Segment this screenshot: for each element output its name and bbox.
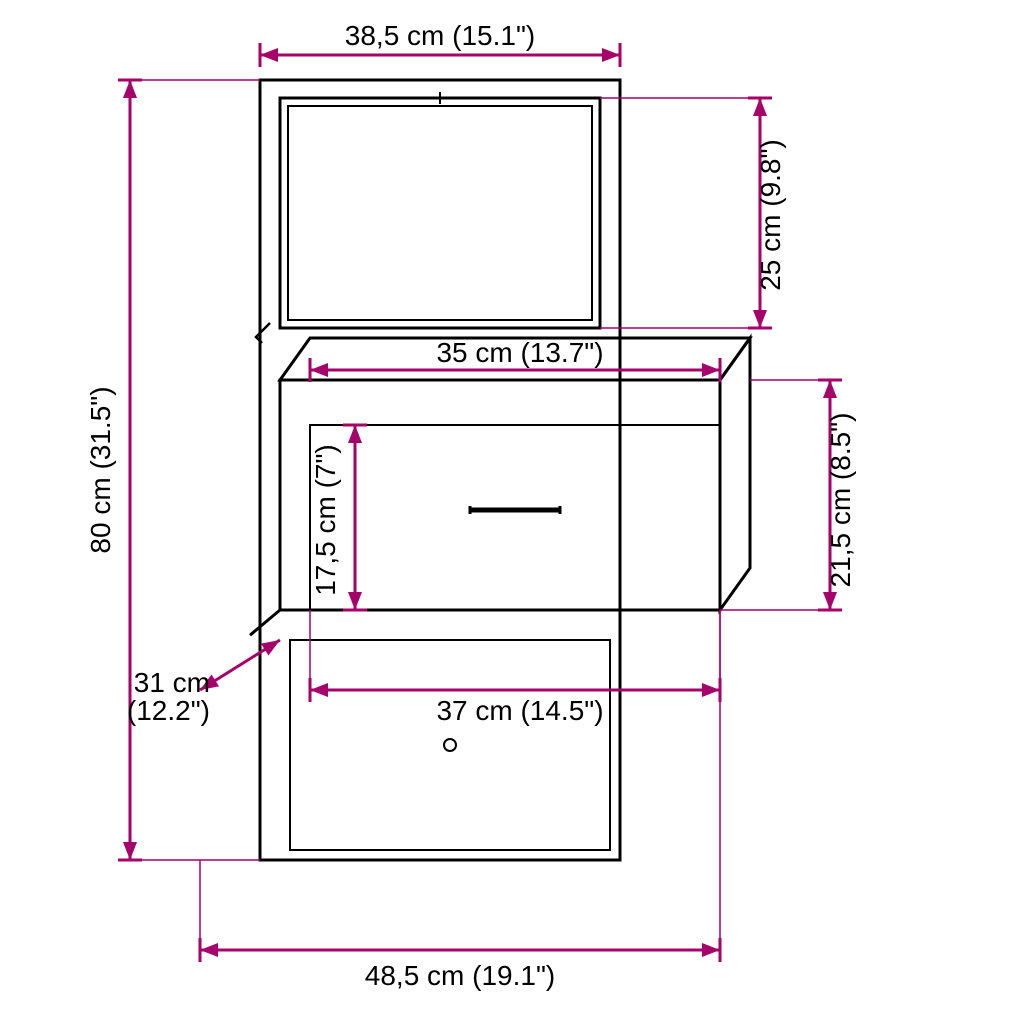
- dim-overall-height: 80 cm (31.5"): [85, 386, 116, 553]
- dim-depth-in: (12.2"): [127, 695, 210, 726]
- dim-cabinet-height: 21,5 cm (8.5"): [825, 413, 856, 588]
- dimensions: 38,5 cm (15.1") 25 cm (9.8") 35 cm (13.7")…: [85, 20, 856, 991]
- dim-overall-width: 48,5 cm (19.1"): [365, 960, 555, 991]
- dim-inner-width: 35 cm (13.7"): [436, 337, 603, 368]
- dim-top-width: 38,5 cm (15.1"): [345, 20, 535, 51]
- dim-cabinet-width: 37 cm (14.5"): [436, 695, 603, 726]
- dim-drawer-height: 17,5 cm (7"): [310, 444, 341, 596]
- dim-depth-cm: 31 cm: [134, 667, 210, 698]
- dim-mirror-height: 25 cm (9.8"): [755, 139, 786, 291]
